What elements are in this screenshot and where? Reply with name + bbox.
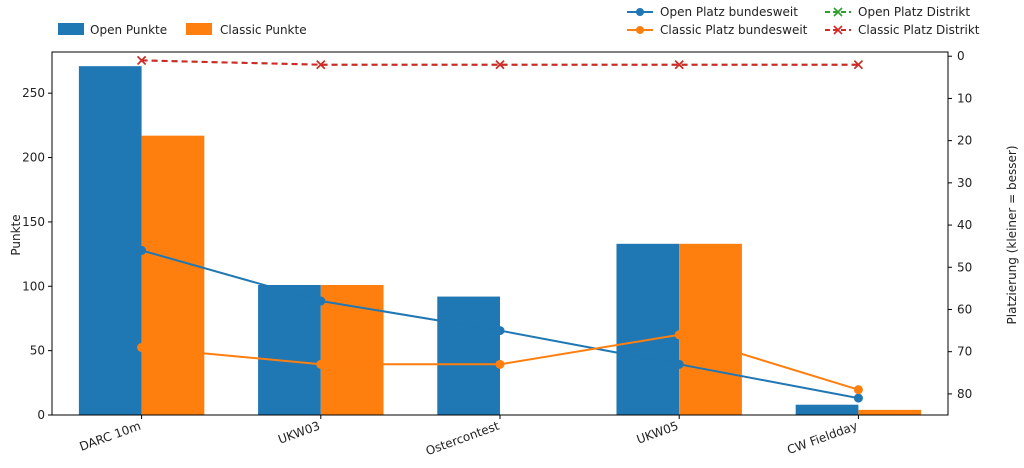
legend-marker-open-platz-distrikt (833, 7, 843, 17)
y-right-tick-label: 60 (957, 302, 972, 316)
line-open-platz-bundesweit (141, 249, 859, 400)
y-left-tick-label: 150 (22, 215, 45, 229)
legend-swatch-open-punkte (58, 23, 84, 35)
bar-classic-punkte-darc-10m (141, 135, 205, 415)
point-open-platz-bundesweit-ukw03 (316, 296, 326, 306)
legend-label-classic-platz-bundesweit: Classic Platz bundesweit (660, 23, 808, 37)
point-classic-platz-bundesweit-cw-fieldday (853, 385, 863, 395)
x-tick-label-ostercontest: Ostercontest (424, 419, 501, 459)
bar-open-punkte-cw-fieldday (795, 404, 859, 415)
y-right-tick-label: 70 (957, 345, 972, 359)
point-open-platz-bundesweit-darc-10m (137, 245, 147, 255)
bars-group (78, 66, 922, 415)
legend-marker-classic-platz-distrikt (833, 25, 843, 35)
legend-label-open-platz-bundesweit: Open Platz bundesweit (660, 5, 798, 19)
y-right-tick-label: 20 (957, 134, 972, 148)
y-right-tick-label: 10 (957, 91, 972, 105)
legend-bars: Open Punkte Classic Punkte (58, 23, 307, 37)
y-left-tick-label: 250 (22, 86, 45, 100)
point-classic-platz-distrikt-ukw03 (316, 60, 326, 70)
bar-open-punkte-ukw03 (258, 284, 321, 415)
point-classic-platz-bundesweit-ostercontest (495, 359, 505, 369)
y-left-tick-label: 100 (22, 279, 45, 293)
y-axis-right-label: Platzierung (kleiner = besser) (1005, 145, 1019, 324)
y-right-tick-label: 40 (957, 218, 972, 232)
y-left-tick-label: 200 (22, 151, 45, 165)
legend-swatch-classic-punkte (186, 23, 212, 35)
x-tick-label-ukw05: UKW05 (635, 419, 681, 447)
y-axis-left-label: Punkte (9, 214, 23, 255)
point-classic-platz-distrikt-ukw05 (674, 60, 684, 70)
y-right-tick-label: 0 (957, 49, 965, 63)
bar-open-punkte-darc-10m (78, 66, 142, 415)
y-right-tick-label: 50 (957, 260, 972, 274)
x-tick-label-ukw03: UKW03 (276, 419, 322, 447)
legend-marker-open-platz-bundesweit (636, 8, 644, 16)
bar-classic-punkte-cw-fieldday (858, 409, 922, 415)
bar-open-punkte-ostercontest (437, 296, 500, 415)
legend-label-classic-punkte: Classic Punkte (220, 23, 307, 37)
y-right-tick-label: 80 (957, 387, 972, 401)
lines-group (137, 55, 863, 403)
point-classic-platz-bundesweit-ukw05 (674, 330, 684, 340)
y-right-tick-label: 30 (957, 176, 972, 190)
point-classic-platz-distrikt-ostercontest (495, 60, 505, 70)
point-classic-platz-bundesweit-ukw03 (316, 359, 326, 369)
bar-classic-punkte-ukw03 (320, 284, 384, 415)
point-classic-platz-distrikt-darc-10m (137, 55, 147, 66)
point-classic-platz-bundesweit-darc-10m (137, 342, 147, 352)
bar-open-punkte-ukw05 (616, 243, 680, 415)
x-tick-label-cw-fieldday: CW Fieldday (785, 419, 859, 457)
x-tick-label-darc-10m: DARC 10m (78, 419, 143, 454)
point-open-platz-bundesweit-ukw05 (674, 359, 684, 369)
legend-lines: Open Platz bundesweit Classic Platz bund… (627, 5, 980, 37)
bar-classic-punkte-ukw05 (679, 243, 742, 415)
legend-label-open-punkte: Open Punkte (90, 23, 167, 37)
y-left-tick-label: 50 (30, 344, 45, 358)
legend-marker-classic-platz-bundesweit (636, 26, 644, 34)
point-open-platz-bundesweit-ostercontest (495, 326, 505, 336)
y-left-tick-label: 0 (37, 408, 45, 422)
point-classic-platz-distrikt-cw-fieldday (853, 60, 863, 70)
legend-label-open-platz-distrikt: Open Platz Distrikt (858, 5, 970, 19)
point-open-platz-bundesweit-cw-fieldday (853, 393, 863, 403)
legend-label-classic-platz-distrikt: Classic Platz Distrikt (858, 23, 980, 37)
